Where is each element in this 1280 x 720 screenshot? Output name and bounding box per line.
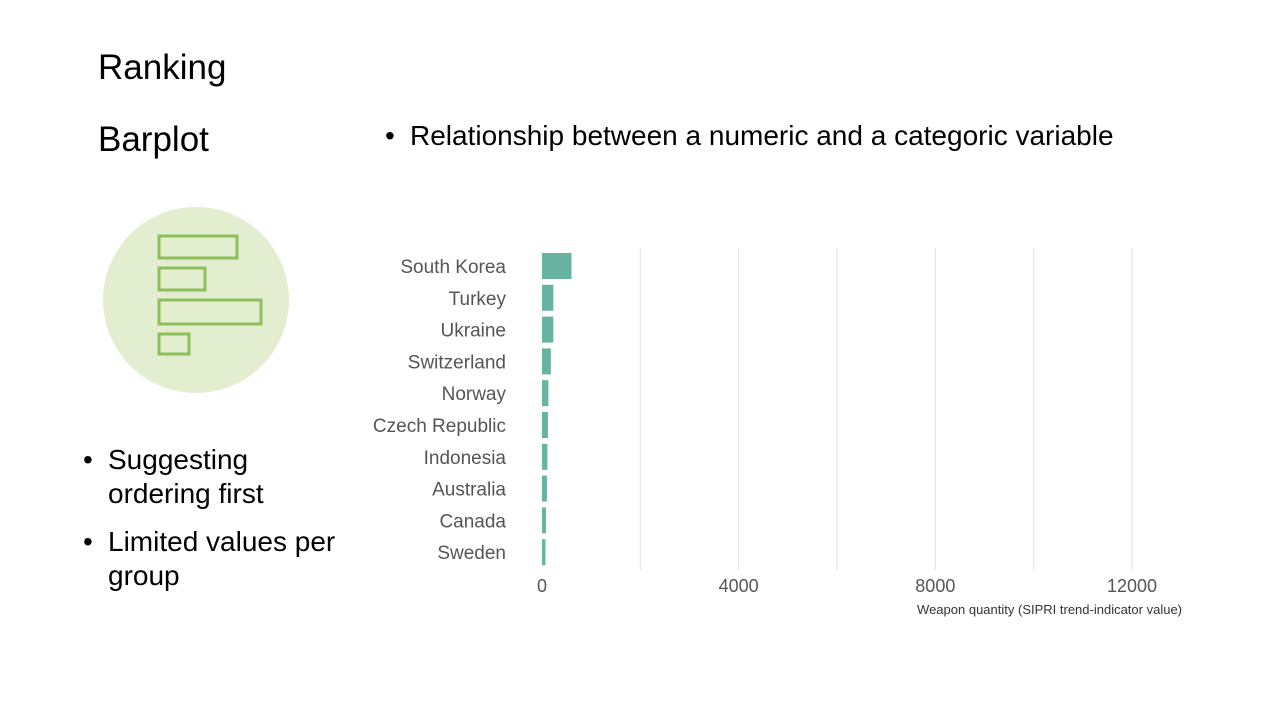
top-bullet-list: Relationship between a numeric and a cat…: [385, 118, 1125, 153]
bullet-item: Limited values per group: [83, 525, 343, 593]
horizontal-barplot-icon: [101, 206, 291, 394]
x-tick-label: 12000: [1107, 576, 1157, 596]
bar: [542, 348, 551, 375]
category-label: Ukraine: [441, 321, 506, 342]
side-bullet-list: Suggesting ordering first Limited values…: [83, 443, 343, 607]
bar: [542, 412, 548, 438]
category-label: Turkey: [449, 289, 507, 310]
category-label: Indonesia: [424, 448, 507, 469]
bar: [542, 475, 547, 502]
bullet-item: Suggesting ordering first: [83, 443, 343, 511]
bar: [542, 443, 548, 470]
category-label: South Korea: [400, 257, 506, 278]
category-label: Czech Republic: [373, 416, 506, 437]
x-tick-label: 8000: [915, 576, 955, 596]
bar: [542, 284, 554, 311]
category-label: Switzerland: [408, 352, 506, 373]
bullet-item: Relationship between a numeric and a cat…: [385, 118, 1125, 153]
bar: [542, 539, 546, 566]
bar: [542, 253, 572, 279]
bar: [542, 316, 554, 343]
bar-chart: South Korea Turkey Ukraine Switzerland Norwa…: [370, 240, 1200, 630]
category-label: Norway: [442, 384, 507, 405]
category-label: Sweden: [437, 543, 506, 564]
slide-subtitle: Barplot: [98, 120, 209, 159]
x-tick-label: 4000: [719, 576, 759, 596]
bar: [542, 380, 549, 407]
x-axis-label: Weapon quantity (SIPRI trend-indicator v…: [917, 602, 1182, 617]
slide-title: Ranking: [98, 48, 227, 87]
bar: [542, 507, 546, 534]
category-label: Canada: [439, 511, 506, 532]
category-label: Australia: [432, 480, 506, 501]
x-tick-label: 0: [537, 576, 547, 596]
